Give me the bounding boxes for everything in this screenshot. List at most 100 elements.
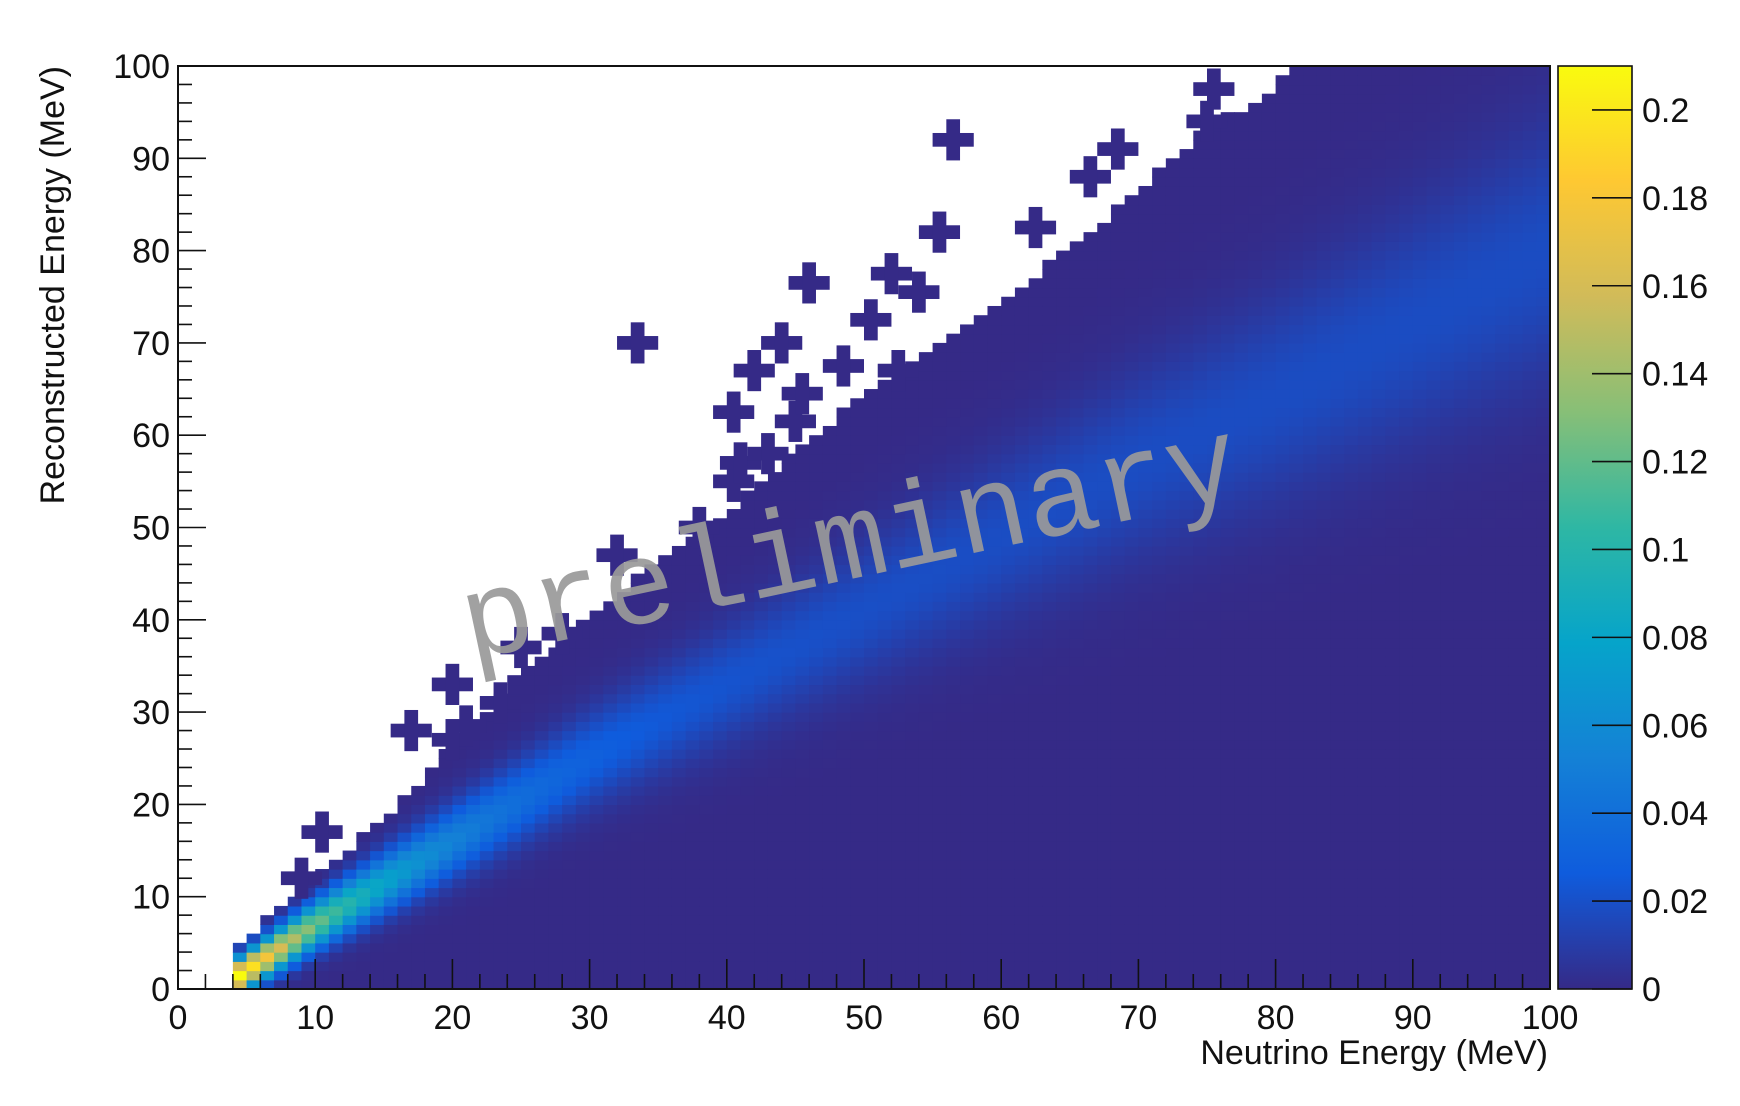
heatmap-bin (781, 905, 796, 916)
heatmap-bin (1152, 324, 1167, 335)
heatmap-bin (1248, 767, 1263, 778)
heatmap-bin (1014, 453, 1030, 464)
heatmap-bin (1069, 444, 1085, 455)
heatmap-bin (603, 638, 618, 649)
heatmap-bin (726, 970, 742, 981)
heatmap-bin (1275, 878, 1290, 889)
heatmap-bin (1303, 509, 1318, 519)
heatmap-bin (411, 869, 426, 879)
heatmap-bin (960, 933, 975, 944)
heatmap-bin (1083, 305, 1098, 316)
heatmap-bin (1165, 407, 1181, 418)
heatmap-bin (534, 684, 550, 695)
heatmap-bin (932, 905, 947, 916)
heatmap-bin (754, 702, 769, 713)
heatmap-bin (795, 832, 810, 842)
heatmap-bin (1275, 795, 1290, 805)
heatmap-bin (534, 656, 550, 667)
heatmap-bin (946, 822, 961, 833)
heatmap-bin (1110, 813, 1126, 824)
heatmap-bin (1097, 619, 1112, 630)
heatmap-bin (1179, 462, 1194, 473)
heatmap-bin (1138, 601, 1153, 612)
heatmap-bin (905, 619, 920, 630)
heatmap-bin (534, 878, 550, 889)
heatmap-bin (1028, 453, 1043, 464)
heatmap-bin (548, 841, 563, 852)
heatmap-bin (1193, 887, 1208, 898)
heatmap-bin (1289, 481, 1304, 492)
heatmap-bin (493, 739, 508, 750)
heatmap-bin (617, 656, 632, 667)
heatmap-bin (1234, 490, 1249, 501)
heatmap-bin (1371, 250, 1386, 261)
heatmap-bin (1042, 527, 1057, 538)
heatmap-bin (877, 721, 893, 732)
heatmap-bin (1014, 610, 1030, 621)
heatmap-bin (1207, 749, 1222, 759)
heatmap-bin (658, 601, 673, 612)
heatmap-bin (1289, 518, 1304, 529)
heatmap-bin (617, 961, 632, 972)
heatmap-bin (1303, 915, 1318, 925)
heatmap-bin (905, 545, 920, 556)
heatmap-bin (960, 850, 975, 861)
heatmap-bin (754, 518, 769, 529)
heatmap-bin (260, 942, 275, 953)
heatmap-bin (479, 795, 495, 805)
heatmap-bin (617, 647, 632, 658)
heatmap-bin (795, 887, 810, 898)
heatmap-bin (424, 859, 440, 870)
heatmap-bin (630, 758, 646, 769)
heatmap-bin (726, 776, 742, 787)
heatmap-bin (1028, 407, 1043, 418)
heatmap-bin (1179, 250, 1194, 261)
heatmap-bin (1371, 444, 1386, 455)
heatmap-bin (671, 693, 687, 704)
heatmap-bin (987, 915, 1002, 925)
heatmap-bin (905, 518, 920, 529)
heatmap-bin (740, 684, 755, 695)
heatmap-bin (1042, 324, 1057, 335)
heatmap-bin (1124, 324, 1139, 335)
heatmap-bin (850, 555, 865, 566)
heatmap-bin (1275, 112, 1290, 122)
heatmap-bin (1193, 185, 1208, 196)
heatmap-bin (1069, 305, 1085, 316)
heatmap-bin (1385, 490, 1400, 501)
heatmap-bin (1165, 822, 1181, 833)
heatmap-bin (411, 822, 426, 833)
heatmap-bin (699, 564, 714, 575)
heatmap-bin (1165, 545, 1181, 556)
heatmap-bin (562, 924, 577, 935)
heatmap-bin (1028, 896, 1043, 907)
heatmap-bin (905, 416, 920, 427)
heatmap-bin (507, 961, 522, 972)
heatmap-bin (617, 629, 632, 639)
heatmap-bin (1261, 112, 1277, 122)
heatmap-bin (822, 758, 838, 769)
heatmap-bin (1303, 785, 1318, 796)
heatmap-bin (1316, 416, 1332, 427)
heatmap-bin (479, 961, 495, 972)
heatmap-bin (1399, 702, 1414, 713)
heatmap-bin (1124, 933, 1139, 944)
heatmap-bin (1069, 970, 1085, 981)
heatmap-bin (1316, 942, 1332, 953)
heatmap-bin (671, 758, 687, 769)
heatmap-bin (1193, 702, 1208, 713)
heatmap-bin (1152, 822, 1167, 833)
heatmap-bin (1357, 352, 1373, 362)
heatmap-bin (740, 795, 755, 805)
heatmap-bin (864, 887, 879, 898)
heatmap-bin (1124, 656, 1139, 667)
heatmap-bin (905, 509, 920, 519)
heatmap-bin (1001, 389, 1016, 399)
heatmap-bin (1179, 472, 1194, 482)
heatmap-bin (1179, 564, 1194, 575)
heatmap-bin (1316, 287, 1332, 298)
heatmap-bin (864, 869, 879, 879)
heatmap-bin (1097, 536, 1112, 547)
heatmap-bin (946, 490, 961, 501)
heatmap-bin (644, 905, 659, 916)
